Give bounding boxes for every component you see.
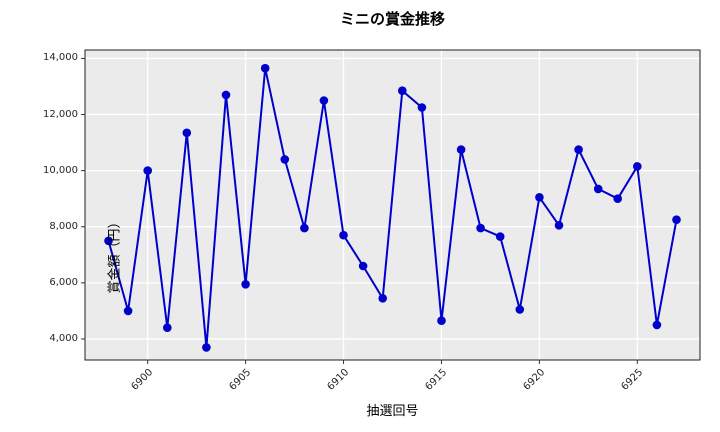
data-point [417,103,427,112]
data-point [495,232,505,241]
data-point [652,320,662,330]
data-point [221,90,231,100]
data-point [339,230,348,240]
y-tick-label: 14,000 [43,52,78,64]
y-tick-label: 4,000 [49,332,78,344]
plot-area: 賞金額（円） [81,49,701,364]
data-point [633,162,642,171]
data-point [476,223,485,233]
data-point [104,236,113,246]
y-tick-label: 6,000 [49,276,78,288]
y-tick-label: 10,000 [43,164,78,176]
y-tick-label: 8,000 [49,220,78,232]
data-point [260,63,270,73]
data-point [182,128,192,138]
x-axis-ticks: 6900 6905 6910 6915 6920 6925 [85,360,700,400]
data-point [593,184,603,194]
line-chart [81,49,701,364]
data-point [437,316,446,326]
x-tick-label: 6925 [619,367,646,393]
chart-title: ミニの賞金推移 [339,10,445,28]
x-axis-label: 抽選回号 [366,404,419,419]
data-point [398,86,407,95]
data-point [300,223,309,233]
x-tick-label: 6900 [129,367,156,393]
x-tick-label: 6915 [423,367,450,393]
data-point [515,305,525,314]
x-tick-label: 6905 [227,367,254,393]
y-axis-ticks: 4,000 6,000 8,000 10,000 12,000 14,000 [0,50,78,360]
data-point [554,221,564,230]
data-point [574,145,583,154]
data-point [456,145,466,154]
data-point [143,166,152,175]
data-point [535,193,544,202]
data-point [123,306,133,316]
data-point [613,194,622,203]
data-point [358,261,368,271]
y-tick-label: 12,000 [43,108,78,120]
data-point [319,96,329,105]
data-point [163,323,172,333]
data-point [378,294,388,303]
y-axis-label: 賞金額（円） [107,215,123,294]
data-point [672,215,681,224]
data-point [202,343,211,352]
x-tick-label: 6920 [521,367,548,393]
data-point [280,155,290,164]
x-tick-label: 6910 [325,367,352,393]
data-point [241,280,250,289]
plot-border [84,49,701,361]
series-line [107,67,678,349]
